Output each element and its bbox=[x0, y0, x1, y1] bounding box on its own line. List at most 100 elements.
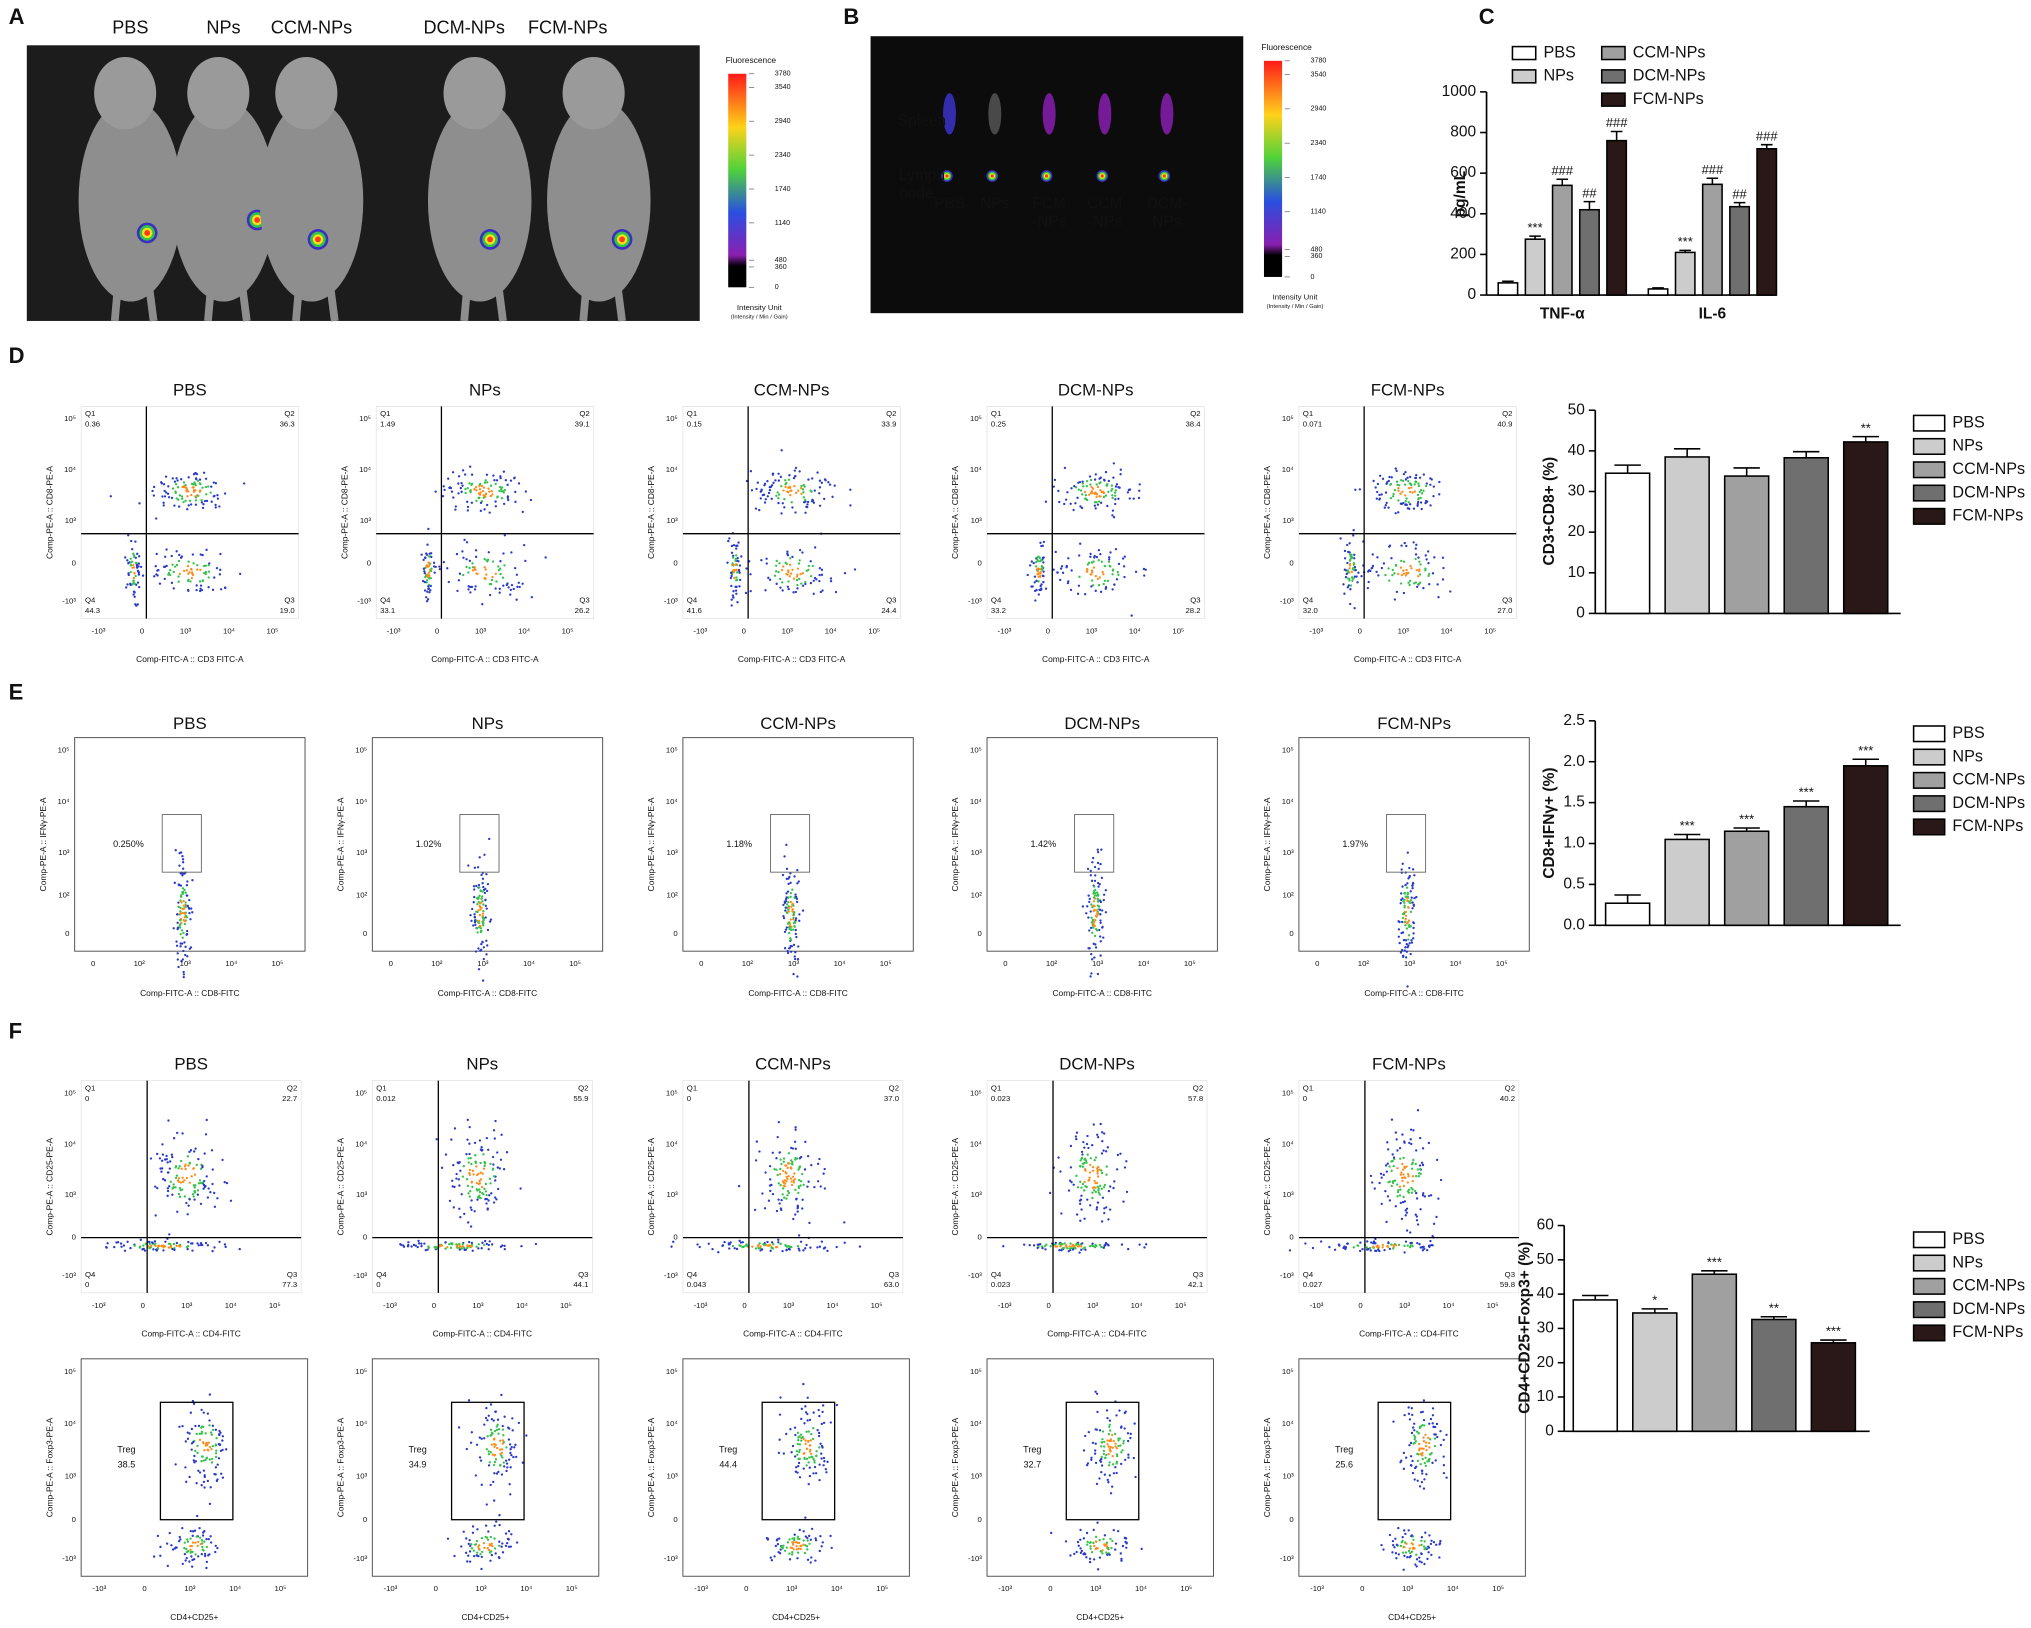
event-dot bbox=[1061, 1247, 1064, 1250]
event-dot bbox=[193, 1557, 196, 1561]
event-dot bbox=[805, 1464, 808, 1467]
event-dot bbox=[171, 1193, 174, 1196]
event-dot bbox=[1412, 926, 1415, 930]
event-dot bbox=[1106, 1439, 1109, 1442]
event-dot bbox=[1344, 576, 1348, 579]
event-dot bbox=[1356, 581, 1359, 584]
event-dot bbox=[166, 1564, 169, 1568]
event-dot bbox=[199, 568, 202, 571]
event-dot bbox=[470, 501, 474, 504]
event-dot bbox=[1002, 1245, 1005, 1248]
gate bbox=[1074, 814, 1115, 873]
significance-label: ** bbox=[1861, 420, 1871, 435]
event-dot bbox=[205, 499, 209, 503]
event-dot bbox=[178, 572, 182, 576]
event-dot bbox=[178, 924, 181, 927]
event-dot bbox=[1435, 1543, 1438, 1546]
event-dot bbox=[193, 1173, 197, 1176]
colorbar-unit: Intensity Unit bbox=[737, 303, 783, 312]
event-dot bbox=[481, 1550, 484, 1554]
event-dot bbox=[1427, 562, 1430, 565]
event-dot bbox=[1099, 935, 1102, 938]
x-tick-label: 10³ bbox=[475, 627, 487, 636]
event-dot bbox=[224, 586, 227, 589]
event-dot bbox=[769, 1178, 772, 1181]
y-tick-label: 10⁴ bbox=[355, 1139, 367, 1148]
event-dot bbox=[498, 1439, 502, 1442]
x-tick-label: 10⁴ bbox=[523, 959, 535, 968]
event-dot bbox=[505, 1446, 508, 1449]
event-dot bbox=[749, 573, 752, 576]
x-tick-label: 10⁴ bbox=[223, 627, 235, 636]
event-dot bbox=[1419, 1411, 1423, 1414]
event-dot bbox=[1365, 1248, 1369, 1251]
y-tick-label: -10³ bbox=[968, 597, 982, 606]
x-tick-label: 10³ bbox=[181, 1301, 193, 1310]
event-dot bbox=[482, 1167, 486, 1170]
event-dot bbox=[849, 488, 852, 491]
event-dot bbox=[1415, 543, 1418, 546]
x-tick-label: -10³ bbox=[693, 627, 707, 636]
event-dot bbox=[199, 553, 202, 556]
event-dot bbox=[469, 585, 472, 589]
event-dot bbox=[488, 490, 491, 493]
event-dot bbox=[482, 1541, 486, 1545]
event-dot bbox=[795, 575, 799, 578]
x-tick-label: 10⁴ bbox=[827, 1301, 839, 1310]
event-dot bbox=[204, 1133, 208, 1136]
x-tick-label: 0 bbox=[1003, 959, 1007, 968]
event-dot bbox=[1409, 1231, 1412, 1234]
event-dot bbox=[1090, 1551, 1094, 1554]
quadrant-name: Q1 bbox=[376, 1083, 386, 1092]
event-dot bbox=[796, 1541, 800, 1545]
event-dot bbox=[1080, 1186, 1083, 1189]
event-dot bbox=[1111, 1446, 1114, 1449]
x-tick-label: 10³ bbox=[472, 1301, 484, 1310]
event-dot bbox=[1091, 1165, 1095, 1169]
event-dot bbox=[129, 561, 133, 564]
event-dot bbox=[509, 1466, 512, 1469]
x-tick-label: 10³ bbox=[477, 959, 489, 968]
event-dot bbox=[1091, 1242, 1094, 1245]
event-dot bbox=[461, 484, 464, 487]
event-dot bbox=[1134, 570, 1138, 574]
event-dot bbox=[1108, 1208, 1112, 1211]
event-dot bbox=[1418, 581, 1422, 584]
event-dot bbox=[737, 560, 740, 563]
event-dot bbox=[133, 555, 136, 559]
event-dot bbox=[1403, 1413, 1406, 1417]
x-tick-label: -10³ bbox=[998, 627, 1012, 636]
y-tick-label: 10⁴ bbox=[666, 797, 678, 806]
event-dot bbox=[1390, 1118, 1394, 1121]
quadrant-name: Q2 bbox=[287, 1083, 297, 1092]
event-dot bbox=[461, 1242, 464, 1246]
quadrant-name: Q4 bbox=[1303, 596, 1314, 605]
event-dot bbox=[1116, 1153, 1120, 1157]
event-dot bbox=[1402, 954, 1405, 957]
quadrant-value: 44.3 bbox=[85, 606, 100, 615]
event-dot bbox=[1107, 560, 1111, 563]
event-dot bbox=[802, 1382, 805, 1386]
event-dot bbox=[1023, 1243, 1026, 1246]
event-dot bbox=[483, 853, 486, 856]
event-dot bbox=[794, 932, 797, 936]
event-dot bbox=[1112, 1186, 1115, 1190]
event-dot bbox=[1391, 1153, 1394, 1156]
event-dot bbox=[220, 1472, 223, 1475]
event-dot bbox=[1403, 904, 1406, 907]
significance-label: *** bbox=[1707, 1254, 1722, 1269]
event-dot bbox=[1428, 1534, 1431, 1537]
event-dot bbox=[807, 564, 810, 568]
event-dot bbox=[167, 496, 171, 499]
event-dot bbox=[469, 1189, 472, 1193]
event-dot bbox=[1121, 557, 1125, 560]
event-dot bbox=[188, 1150, 191, 1154]
event-dot bbox=[768, 489, 772, 492]
event-dot bbox=[1409, 490, 1412, 494]
event-dot bbox=[204, 570, 208, 574]
event-dot bbox=[1059, 578, 1062, 582]
event-dot bbox=[1094, 507, 1097, 510]
event-dot bbox=[1406, 945, 1409, 949]
event-dot bbox=[1391, 1181, 1395, 1185]
event-dot bbox=[1409, 890, 1412, 893]
